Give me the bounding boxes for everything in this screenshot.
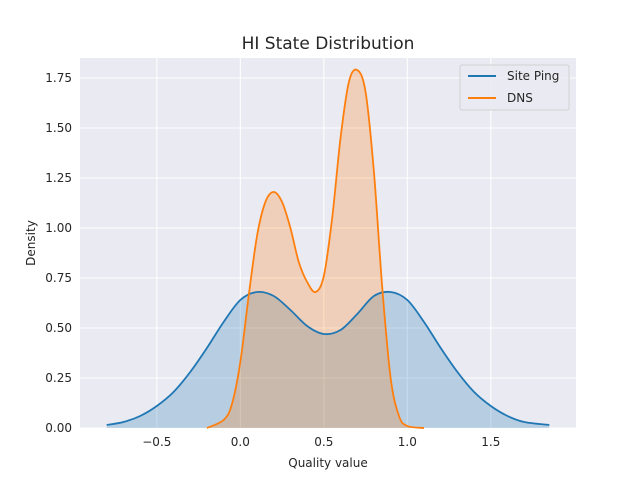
y-tick-label: 0.00 <box>45 421 72 435</box>
x-tick-label: −0.5 <box>142 435 171 449</box>
y-tick-label: 1.50 <box>45 121 72 135</box>
series-areas <box>106 69 550 429</box>
area-site-ping <box>106 291 550 428</box>
y-tick-label: 1.25 <box>45 171 72 185</box>
plot-background <box>80 58 576 428</box>
x-tick-label: 1.0 <box>398 435 417 449</box>
x-tick-label: 0.5 <box>314 435 333 449</box>
legend: Site Ping DNS <box>459 64 570 111</box>
chart-title: HI State Distribution <box>242 34 415 54</box>
y-tick-label: 0.75 <box>45 271 72 285</box>
y-tick-labels: 0.00 0.25 0.50 0.75 1.00 1.25 1.50 1.75 <box>45 71 72 435</box>
legend-label-dns: DNS <box>507 91 533 105</box>
x-tick-labels: −0.5 0.0 0.5 1.0 1.5 <box>142 435 500 449</box>
area-dns <box>206 69 425 429</box>
line-site-ping <box>106 290 550 426</box>
x-tick-label: 0.0 <box>231 435 250 449</box>
y-tick-label: 0.50 <box>45 321 72 335</box>
series-lines <box>106 68 550 429</box>
x-tick-label: 1.5 <box>481 435 500 449</box>
x-axis-label: Quality value <box>288 456 367 470</box>
line-dns <box>206 68 425 429</box>
y-tick-label: 1.75 <box>45 71 72 85</box>
grid <box>80 58 576 429</box>
legend-label-site-ping: Site Ping <box>507 69 559 83</box>
y-tick-label: 0.25 <box>45 371 72 385</box>
y-axis-label: Density <box>24 220 38 266</box>
y-tick-label: 1.00 <box>45 221 72 235</box>
